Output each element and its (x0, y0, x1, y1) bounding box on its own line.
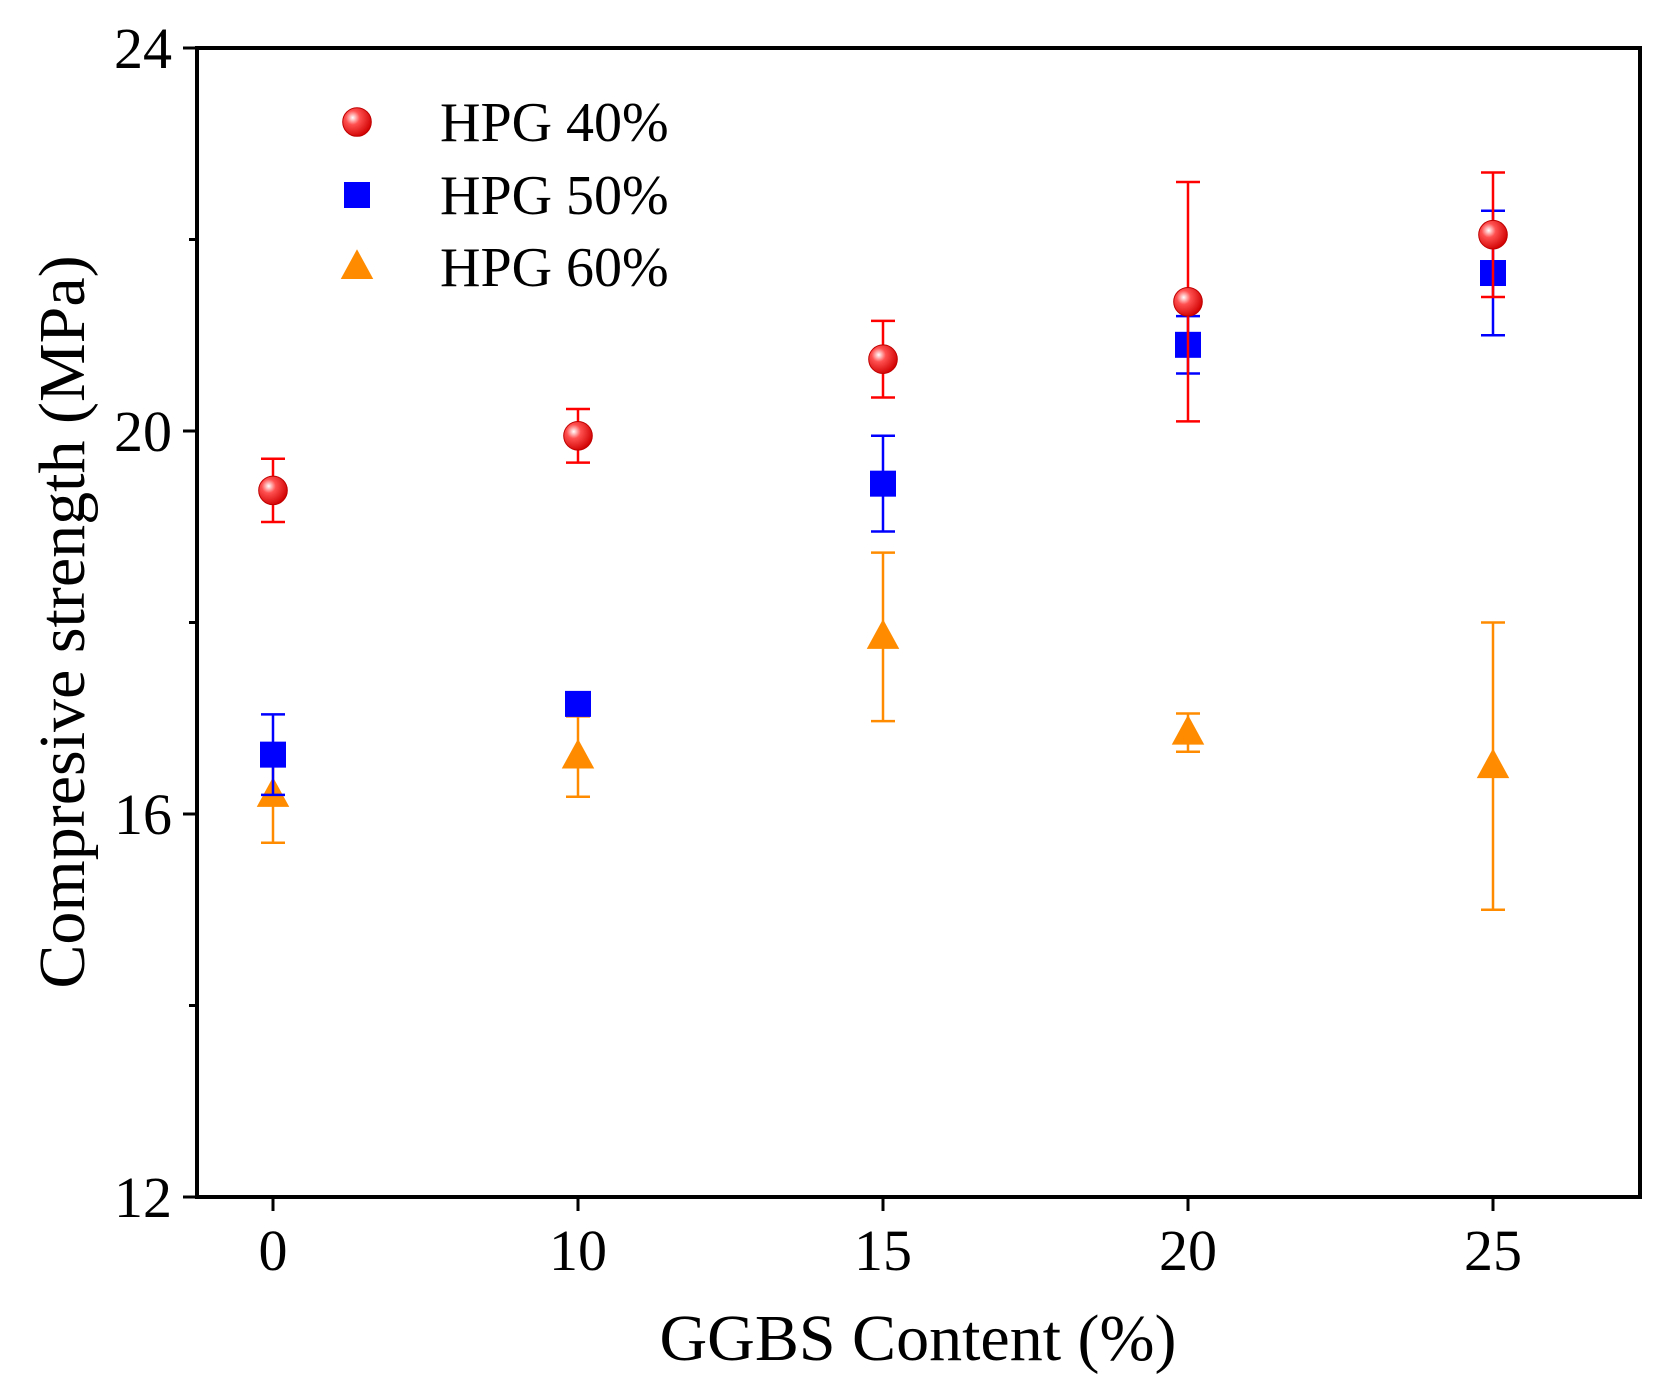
data-point (870, 470, 896, 497)
data-point (1478, 219, 1508, 250)
x-tick-label: 10 (549, 1218, 607, 1283)
data-point (561, 738, 595, 769)
data-point (260, 741, 286, 768)
series-triangle (256, 551, 1510, 911)
data-point (1173, 286, 1203, 317)
plot-area (256, 171, 1510, 911)
x-tick-label: 20 (1159, 1218, 1217, 1283)
legend-marker (340, 249, 374, 280)
x-axis: 0 10 15 20 25 (259, 1197, 1522, 1283)
legend-label: HPG 40% (440, 92, 669, 154)
legend: HPG 40% HPG 50% HPG 60% (340, 92, 669, 299)
y-tick-label: 12 (114, 1165, 172, 1230)
data-point (258, 475, 288, 506)
data-point (563, 420, 593, 451)
y-axis: 12 16 20 24 (114, 16, 197, 1230)
legend-marker (344, 182, 370, 208)
legend-marker (342, 107, 372, 137)
data-point (1171, 714, 1205, 745)
x-tick-label: 0 (259, 1218, 288, 1283)
y-tick-label: 20 (114, 399, 172, 464)
legend-label: HPG 50% (440, 165, 669, 227)
y-axis-label: Compresive strength (MPa) (26, 255, 99, 988)
y-tick-label: 24 (114, 16, 172, 81)
data-point (1476, 748, 1510, 779)
x-axis-label: GGBS Content (%) (660, 1302, 1177, 1375)
y-tick-label: 16 (114, 782, 172, 847)
plot-frame (195, 46, 1642, 1199)
data-point (868, 344, 898, 374)
legend-label: HPG 60% (440, 237, 669, 299)
data-point (866, 619, 900, 649)
data-point (565, 690, 591, 717)
series-circle (258, 171, 1508, 524)
x-tick-label: 15 (854, 1218, 912, 1283)
x-tick-label: 25 (1464, 1218, 1522, 1283)
